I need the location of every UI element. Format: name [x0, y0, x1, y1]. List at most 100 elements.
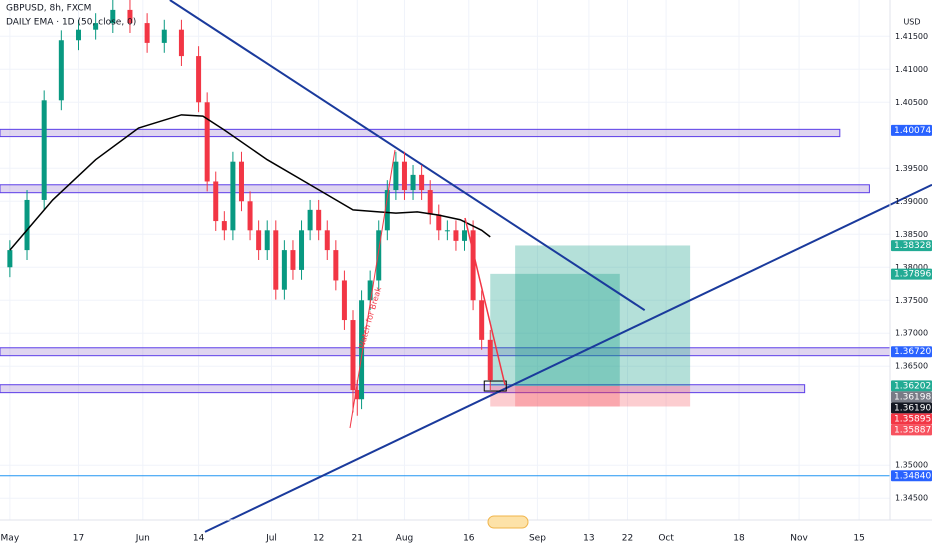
loss-zone [490, 386, 620, 407]
candle-body [273, 230, 279, 290]
ema-line [9, 114, 491, 251]
candle-body [161, 29, 167, 43]
candle-body [213, 181, 219, 222]
candle-body [238, 161, 244, 202]
price-tag-label: 1.36720 [894, 347, 931, 357]
loss-zone [515, 386, 691, 407]
candle-body [350, 320, 356, 390]
x-tick-label: 18 [733, 534, 745, 544]
drawn-line [349, 149, 396, 429]
candle-body [264, 230, 270, 251]
candle-body [58, 40, 64, 101]
candle-body [127, 9, 133, 24]
y-tick-label: 1.38000 [895, 263, 928, 272]
candle-body [324, 230, 330, 251]
candle-body [144, 23, 150, 43]
trendline [204, 183, 932, 533]
x-tick-label: 21 [352, 534, 363, 544]
profit-zone [490, 273, 620, 387]
candle-body [354, 390, 360, 400]
y-tick-label: 1.35000 [895, 461, 928, 470]
zone [0, 184, 870, 194]
profit-zone [515, 245, 691, 387]
plot-area [0, 0, 932, 533]
candle-body [479, 300, 485, 340]
price-tag-label: 1.36198 [894, 392, 931, 402]
candle-body [256, 230, 262, 251]
candle-body [376, 230, 382, 281]
candle-body [230, 161, 236, 231]
price-tag-label: 1.36190 [894, 403, 931, 413]
price-tag [891, 346, 932, 358]
x-tick-label: Jul [265, 534, 277, 544]
candle-body [7, 250, 13, 268]
x-tick-label: Jun [135, 534, 150, 544]
zone [0, 347, 891, 357]
indicator-label: DAILY EMA · 1D (50, close, 0) [6, 18, 136, 28]
candle-body [281, 250, 287, 290]
y-tick-label: 1.41000 [895, 65, 928, 74]
candle-body [427, 190, 433, 215]
y-tick-label: 1.39500 [895, 164, 928, 173]
x-tick-label: Oct [658, 534, 674, 544]
candle-body [359, 300, 365, 400]
x-tick-label: 16 [463, 534, 475, 544]
candle-body [401, 161, 407, 191]
currency-box[interactable] [898, 1, 926, 25]
currency[interactable]: USD [903, 18, 920, 27]
price-tag [891, 413, 932, 425]
x-tick-label: May [1, 534, 20, 544]
symbol-title: GBPUSD, 8h, FXCM [6, 4, 91, 14]
price-tag-label: 1.36202 [894, 381, 931, 391]
candle-body [436, 214, 442, 231]
y-tick-label: 1.37500 [895, 296, 928, 305]
price-tag [891, 391, 932, 403]
x-tick-label: Sep [529, 534, 546, 544]
candle-body [178, 29, 184, 57]
candle-body [419, 174, 425, 191]
candle-body [470, 230, 476, 301]
price-tag [891, 402, 932, 414]
entry-marker [483, 380, 507, 392]
candle-body [333, 250, 339, 281]
price-tag [891, 470, 932, 482]
price-tag-label: 1.38328 [894, 241, 931, 251]
candle-body [75, 29, 81, 41]
candle-body [453, 230, 459, 241]
price-tag [891, 268, 932, 280]
events-badge[interactable] [487, 515, 529, 529]
y-tick-label: 1.39000 [895, 197, 928, 206]
price-tag-label: 1.34840 [894, 471, 931, 481]
x-tick-label: 13 [583, 534, 594, 544]
candle-body [221, 221, 227, 231]
price-tag-label: 1.35895 [894, 414, 931, 424]
y-tick-label: 1.37000 [895, 329, 928, 338]
candle-body [487, 339, 493, 381]
candle-body [290, 250, 296, 270]
candle-body [204, 102, 210, 182]
candle-body [41, 100, 47, 200]
candle-body [307, 209, 313, 231]
zone [0, 384, 806, 394]
x-tick-label: Aug [396, 534, 414, 544]
price-tag [891, 240, 932, 252]
candle-body [444, 230, 450, 232]
candle-body [299, 230, 305, 270]
candle-body [247, 201, 253, 231]
x-tick-label: 17 [73, 534, 84, 544]
x-tick-label: Nov [790, 534, 808, 544]
candle-body [110, 9, 116, 24]
y-tick-label: 1.34500 [895, 494, 928, 503]
x-tick-label: 22 [622, 534, 633, 544]
drawn-line [464, 217, 506, 386]
x-tick-label: 14 [193, 534, 205, 544]
x-tick-label: 15 [853, 534, 864, 544]
candle-body [196, 56, 202, 103]
candle-body [384, 190, 390, 231]
price-tag [891, 424, 932, 436]
candle-body [24, 199, 30, 251]
zone [0, 128, 841, 138]
trendline [169, 0, 646, 311]
